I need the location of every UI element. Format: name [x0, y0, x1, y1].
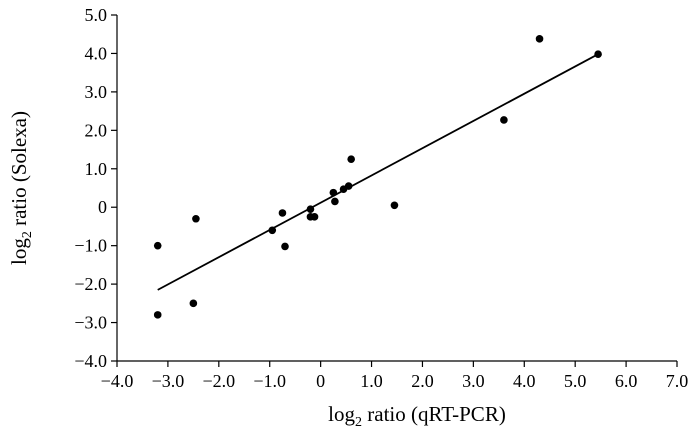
data-point	[331, 197, 339, 206]
y-tick-label: −3.0	[74, 313, 107, 333]
x-tick-label: −1.0	[253, 371, 286, 391]
data-point	[500, 116, 508, 124]
data-point	[153, 241, 162, 250]
y-tick-label: −1.0	[74, 236, 107, 256]
y-tick-label: 0	[98, 197, 107, 217]
x-tick-label: 0	[316, 371, 325, 391]
plot-area: −4.0 −3.0 −2.0 −1.0 0 1.0 2.0 3.0 4.0 5.0 6.0 7.0 −4…	[7, 5, 688, 430]
x-tick-label: 3.0	[462, 371, 485, 391]
x-axis-title: log2 ratio (qRT-PCR)	[328, 402, 506, 430]
data-point	[189, 299, 198, 308]
x-tick-label: 6.0	[615, 371, 638, 391]
x-tick-label: 2.0	[411, 371, 434, 391]
data-point	[390, 201, 399, 210]
data-point	[192, 214, 200, 223]
data-point	[281, 242, 289, 251]
y-tick-label: 4.0	[85, 43, 108, 63]
data-point	[594, 50, 602, 59]
data-point	[329, 188, 338, 197]
data-point	[268, 226, 277, 235]
data-point	[535, 35, 544, 43]
y-tick-label: −2.0	[74, 274, 107, 294]
data-point	[306, 205, 315, 213]
x-tick-label: −4.0	[101, 371, 134, 391]
x-tick-label: 1.0	[360, 371, 383, 391]
trend-line	[157, 53, 599, 291]
y-tick-label: 5.0	[85, 5, 108, 25]
x-tick-label: 4.0	[513, 371, 536, 391]
y-axis-title: log2 ratio (Solexa)	[7, 111, 35, 265]
data-point	[310, 213, 319, 221]
data-point	[347, 155, 355, 163]
data-point	[344, 182, 353, 190]
y-tick-label: 1.0	[85, 159, 108, 179]
data-point	[278, 209, 287, 217]
data-point	[153, 311, 162, 319]
x-tick-label: 5.0	[564, 371, 587, 391]
x-tick-label: −2.0	[202, 371, 235, 391]
x-tick-label: 7.0	[666, 371, 689, 391]
y-tick-label: −4.0	[74, 351, 107, 371]
y-tick-label: 3.0	[85, 82, 108, 102]
y-tick-label: 2.0	[85, 120, 108, 140]
x-tick-label: −3.0	[152, 371, 185, 391]
